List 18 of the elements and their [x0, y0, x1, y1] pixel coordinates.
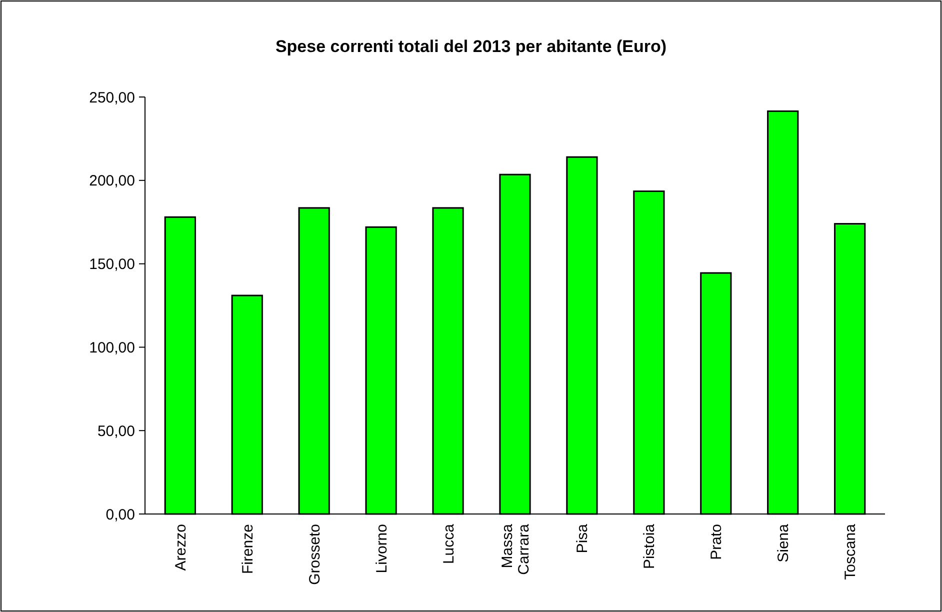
- chart-title: Spese correnti totali del 2013 per abitante (Euro): [275, 37, 667, 56]
- y-tick-label: 0,00: [106, 506, 135, 524]
- y-tick-label: 200,00: [89, 172, 135, 190]
- x-tick-label: Arezzo: [172, 524, 190, 571]
- x-tick-label: Pisa: [574, 523, 592, 554]
- y-tick-label: 250,00: [89, 89, 135, 106]
- x-tick-label: Siena: [775, 523, 792, 562]
- x-tick-label: Grosseto: [306, 524, 324, 585]
- x-tick-label: Prato: [708, 524, 726, 560]
- x-tick-label: Toscana: [842, 523, 860, 580]
- x-tick-label: Livorno: [373, 524, 390, 574]
- y-tick-label: 150,00: [89, 256, 135, 274]
- x-tick-label: Firenze: [239, 524, 256, 574]
- x-tick-label: Pistoia: [641, 523, 658, 570]
- x-tick-label: Massa Carrara: [499, 523, 532, 575]
- x-tick-label: Lucca: [440, 523, 458, 564]
- y-tick-label: 100,00: [89, 339, 135, 356]
- y-tick-label: 50,00: [97, 422, 135, 440]
